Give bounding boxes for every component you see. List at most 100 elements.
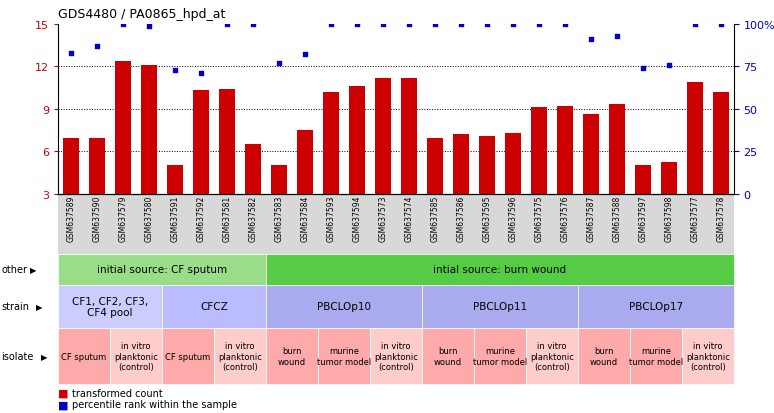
- Text: burn
wound: burn wound: [278, 347, 306, 366]
- Point: [507, 21, 519, 28]
- Text: GSM637587: GSM637587: [587, 195, 595, 241]
- Bar: [583, 115, 598, 194]
- Text: GSM637583: GSM637583: [275, 195, 283, 241]
- Bar: [713, 93, 728, 194]
- Bar: [297, 131, 313, 194]
- Text: GSM637577: GSM637577: [690, 195, 699, 241]
- Point: [377, 21, 389, 28]
- Text: murine
tumor model: murine tumor model: [317, 347, 371, 366]
- Text: percentile rank within the sample: percentile rank within the sample: [72, 399, 237, 409]
- Text: GSM637586: GSM637586: [457, 195, 465, 241]
- Text: GSM637578: GSM637578: [716, 195, 725, 241]
- Text: ▶: ▶: [36, 302, 42, 311]
- Text: murine
tumor model: murine tumor model: [628, 347, 683, 366]
- Text: in vitro
planktonic
(control): in vitro planktonic (control): [686, 342, 730, 371]
- Text: GSM637594: GSM637594: [352, 195, 361, 241]
- Point: [195, 71, 207, 77]
- Text: GSM637596: GSM637596: [509, 195, 517, 241]
- Text: strain: strain: [2, 301, 29, 312]
- Bar: [219, 90, 235, 194]
- Bar: [479, 136, 495, 194]
- Text: CFCZ: CFCZ: [200, 301, 228, 312]
- Bar: [635, 166, 651, 194]
- Text: PBCLOp10: PBCLOp10: [317, 301, 371, 312]
- Bar: [245, 145, 261, 194]
- Point: [247, 21, 259, 28]
- Text: GSM637580: GSM637580: [145, 195, 153, 241]
- Text: initial source: CF sputum: initial source: CF sputum: [97, 264, 227, 275]
- Text: CF sputum: CF sputum: [166, 352, 211, 361]
- Bar: [271, 166, 286, 194]
- Point: [663, 62, 675, 69]
- Text: GSM637582: GSM637582: [248, 195, 258, 241]
- Point: [221, 21, 233, 28]
- Bar: [167, 166, 183, 194]
- Point: [402, 21, 415, 28]
- Text: burn
wound: burn wound: [433, 347, 462, 366]
- Text: ▶: ▶: [30, 265, 36, 274]
- Bar: [63, 139, 79, 194]
- Point: [714, 21, 727, 28]
- Text: GSM637593: GSM637593: [327, 195, 335, 241]
- Text: GSM637589: GSM637589: [67, 195, 76, 241]
- Point: [611, 33, 623, 40]
- Point: [325, 21, 337, 28]
- Text: transformed count: transformed count: [72, 388, 163, 398]
- Bar: [401, 78, 416, 194]
- Text: GSM637579: GSM637579: [118, 195, 128, 241]
- Point: [429, 21, 441, 28]
- Point: [559, 21, 571, 28]
- Text: ■: ■: [58, 388, 69, 398]
- Text: GSM637598: GSM637598: [664, 195, 673, 241]
- Text: GSM637574: GSM637574: [404, 195, 413, 241]
- Text: in vitro
planktonic
(control): in vitro planktonic (control): [374, 342, 418, 371]
- Bar: [531, 108, 546, 194]
- Text: ▶: ▶: [41, 352, 47, 361]
- Bar: [194, 91, 209, 194]
- Text: CF1, CF2, CF3,
CF4 pool: CF1, CF2, CF3, CF4 pool: [72, 296, 148, 318]
- Text: isolate: isolate: [2, 351, 34, 361]
- Bar: [349, 87, 365, 194]
- Point: [584, 37, 597, 43]
- Text: CF sputum: CF sputum: [61, 352, 107, 361]
- Text: GSM637595: GSM637595: [482, 195, 491, 241]
- Text: PBCLOp11: PBCLOp11: [473, 301, 527, 312]
- Bar: [687, 83, 703, 194]
- Point: [299, 52, 311, 59]
- Text: in vitro
planktonic
(control): in vitro planktonic (control): [530, 342, 574, 371]
- Point: [117, 21, 129, 28]
- Text: in vitro
planktonic
(control): in vitro planktonic (control): [114, 342, 158, 371]
- Text: GSM637591: GSM637591: [170, 195, 180, 241]
- Bar: [557, 107, 573, 194]
- Text: murine
tumor model: murine tumor model: [473, 347, 527, 366]
- Point: [169, 67, 181, 74]
- Point: [533, 21, 545, 28]
- Bar: [427, 139, 443, 194]
- Bar: [661, 163, 676, 194]
- Text: GSM637581: GSM637581: [222, 195, 231, 241]
- Text: GSM637590: GSM637590: [93, 195, 101, 241]
- Point: [636, 66, 649, 72]
- Text: GSM637597: GSM637597: [639, 195, 647, 241]
- Point: [143, 23, 156, 30]
- Point: [689, 21, 701, 28]
- Text: intial source: burn wound: intial source: burn wound: [433, 264, 567, 275]
- Text: in vitro
planktonic
(control): in vitro planktonic (control): [218, 342, 262, 371]
- Point: [65, 50, 77, 57]
- Text: PBCLOp17: PBCLOp17: [628, 301, 683, 312]
- Bar: [505, 133, 521, 194]
- Text: GSM637588: GSM637588: [612, 195, 622, 241]
- Bar: [453, 135, 469, 194]
- Point: [454, 21, 467, 28]
- Bar: [115, 62, 131, 194]
- Bar: [375, 78, 391, 194]
- Bar: [141, 66, 157, 194]
- Point: [272, 60, 285, 67]
- Text: GSM637575: GSM637575: [534, 195, 543, 241]
- Text: GDS4480 / PA0865_hpd_at: GDS4480 / PA0865_hpd_at: [58, 8, 225, 21]
- Point: [481, 21, 493, 28]
- Text: GSM637576: GSM637576: [560, 195, 570, 241]
- Bar: [323, 93, 339, 194]
- Point: [351, 21, 363, 28]
- Point: [91, 43, 103, 50]
